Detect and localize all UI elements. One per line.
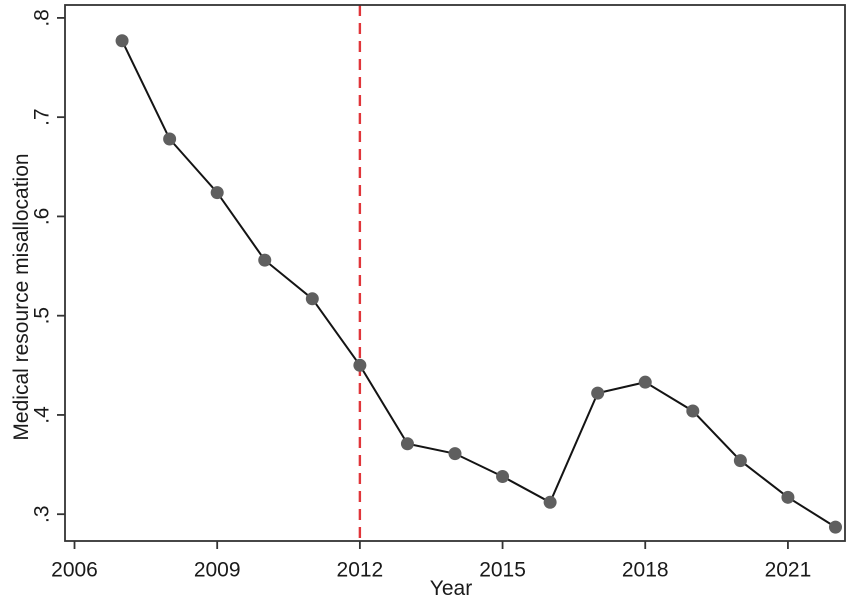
y-tick-label: .7 <box>31 108 54 126</box>
data-point-2011 <box>305 292 319 306</box>
data-point-2022 <box>828 520 842 534</box>
series-line <box>121 40 837 528</box>
data-point-2014 <box>448 447 462 461</box>
x-tick-label: 2021 <box>765 559 812 582</box>
y-axis-title: Medical resource misallocation <box>10 153 33 441</box>
data-point-2021 <box>781 490 795 504</box>
data-point-2017 <box>591 386 605 400</box>
data-point-2010 <box>258 253 272 267</box>
y-tick-label: .6 <box>31 208 54 226</box>
series-markers <box>115 34 842 534</box>
y-tick-label: .4 <box>31 406 54 424</box>
y-axis: .3 .4 .5 .6 .7 .8 <box>31 9 65 523</box>
data-point-2019 <box>686 404 700 418</box>
x-axis: 2006 2009 2012 2015 2018 2021 <box>51 541 811 582</box>
x-axis-title: Year <box>429 577 473 600</box>
y-tick-label: .5 <box>31 307 54 325</box>
x-tick-label: 2012 <box>337 559 384 582</box>
x-tick-label: 2006 <box>51 559 98 582</box>
data-point-2009 <box>210 186 224 200</box>
data-point-2016 <box>543 495 557 509</box>
data-point-2013 <box>400 437 414 451</box>
y-tick-label: .3 <box>31 505 54 523</box>
data-point-2007 <box>115 34 129 48</box>
y-tick-label: .8 <box>31 9 54 27</box>
data-point-2018 <box>638 375 652 389</box>
data-point-2008 <box>163 132 177 146</box>
x-tick-label: 2009 <box>194 559 241 582</box>
data-point-2015 <box>496 469 510 483</box>
plot-frame <box>64 4 846 542</box>
x-tick-label: 2015 <box>479 559 526 582</box>
x-tick-label: 2018 <box>622 559 669 582</box>
data-point-2020 <box>733 454 747 468</box>
data-point-2012 <box>353 358 367 372</box>
